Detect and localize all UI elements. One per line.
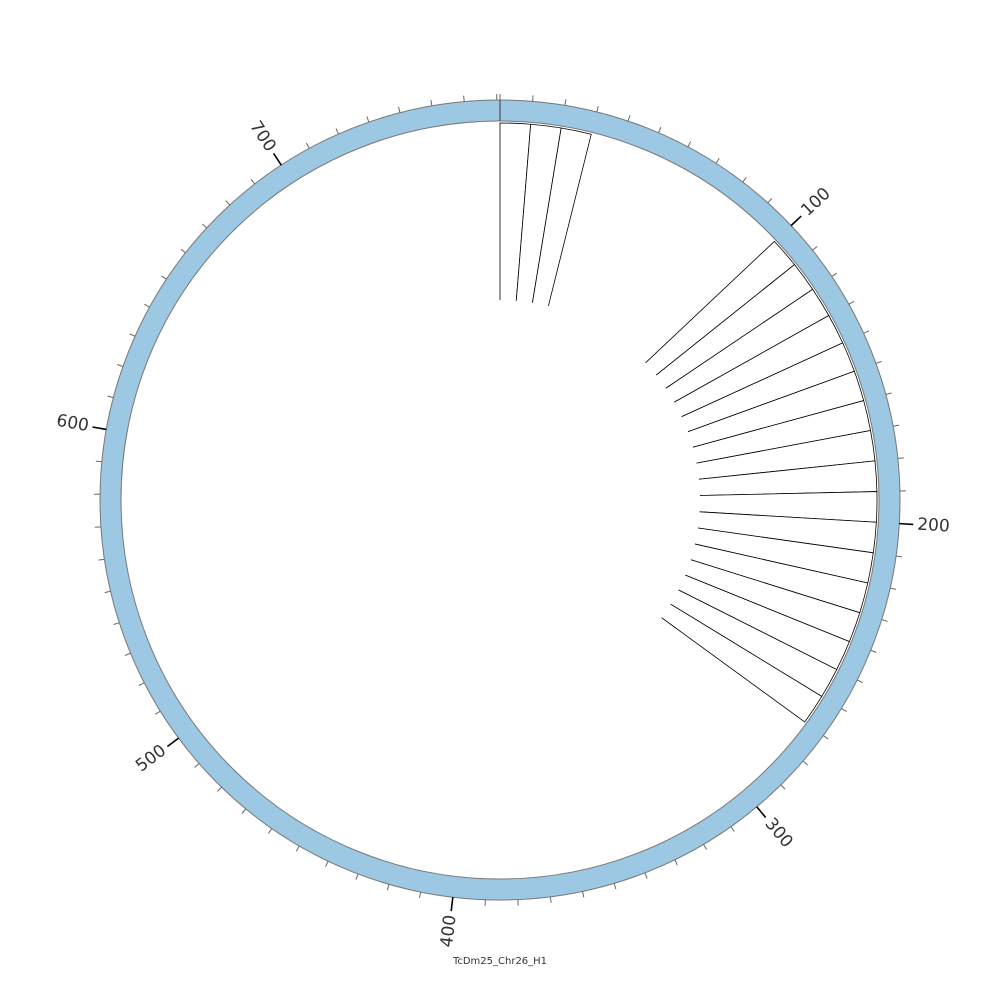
minor-tick <box>613 883 617 890</box>
minor-tick <box>98 558 105 561</box>
minor-tick <box>180 248 186 254</box>
minor-tick <box>802 760 808 766</box>
major-tick <box>92 426 107 431</box>
minor-tick <box>335 128 339 135</box>
minor-tick <box>674 859 678 866</box>
major-tick <box>272 152 282 166</box>
minor-tick <box>644 872 648 879</box>
minor-tick <box>627 115 631 122</box>
tick-label: 600 <box>55 411 90 436</box>
minor-tick <box>890 587 897 590</box>
major-tick <box>790 215 802 227</box>
minor-tick <box>549 896 552 903</box>
major-tick <box>450 897 454 912</box>
minor-tick <box>895 555 903 558</box>
major-tick <box>166 737 180 748</box>
minor-tick <box>780 784 786 790</box>
minor-tick <box>730 826 735 832</box>
minor-tick <box>857 679 863 684</box>
minor-tick <box>742 176 747 183</box>
minor-tick <box>386 884 390 891</box>
minor-tick <box>841 707 847 712</box>
minor-tick <box>885 392 892 395</box>
histogram-bar <box>661 603 823 723</box>
minor-tick <box>161 275 167 280</box>
minor-tick <box>325 860 329 867</box>
minor-tick <box>596 105 599 113</box>
minor-tick <box>881 619 888 622</box>
minor-tick <box>194 763 200 768</box>
minor-tick <box>418 891 422 899</box>
minor-tick <box>117 364 124 367</box>
minor-tick <box>703 844 708 850</box>
minor-tick <box>463 95 465 102</box>
minor-tick <box>870 649 877 653</box>
histogram-bar <box>532 127 592 307</box>
tick-label: 300 <box>761 814 797 852</box>
minor-tick <box>124 652 131 657</box>
tick-label: 700 <box>245 117 279 155</box>
minor-tick <box>355 873 359 880</box>
minor-tick <box>398 106 401 113</box>
minor-tick <box>687 141 692 148</box>
minor-tick <box>104 590 111 594</box>
minor-tick <box>241 808 247 814</box>
minor-tick <box>201 223 208 229</box>
minor-tick <box>848 300 855 305</box>
minor-tick <box>658 127 662 133</box>
minor-tick <box>144 303 150 308</box>
minor-tick <box>715 158 720 164</box>
minor-tick <box>897 457 904 460</box>
tick-label: 400 <box>437 914 461 949</box>
minor-tick <box>295 845 300 852</box>
minor-tick <box>893 424 900 427</box>
minor-tick <box>267 828 273 834</box>
minor-tick <box>812 246 818 251</box>
minor-tick <box>138 682 145 687</box>
minor-tick <box>129 333 136 337</box>
major-tick <box>756 806 767 819</box>
minor-tick <box>250 178 256 185</box>
ideogram-label: TcDm25_Chr26_H1 <box>452 956 547 967</box>
minor-tick <box>823 735 829 740</box>
tick-label: 100 <box>797 184 834 221</box>
histogram-track <box>499 122 878 723</box>
minor-tick <box>305 142 310 149</box>
minor-tick <box>863 330 870 334</box>
minor-tick <box>225 200 231 206</box>
minor-tick <box>831 272 837 277</box>
minor-tick <box>154 710 161 715</box>
minor-tick <box>95 460 102 463</box>
minor-tick <box>430 99 433 106</box>
minor-tick <box>113 622 120 625</box>
tick-label: 200 <box>917 515 951 537</box>
minor-tick <box>564 99 567 106</box>
minor-tick <box>216 786 222 792</box>
minor-tick <box>582 891 585 898</box>
major-tick <box>899 522 914 526</box>
minor-tick <box>767 198 773 204</box>
minor-tick <box>875 360 882 364</box>
tick-label: 500 <box>132 741 170 776</box>
minor-tick <box>107 395 114 399</box>
minor-tick <box>366 116 370 123</box>
